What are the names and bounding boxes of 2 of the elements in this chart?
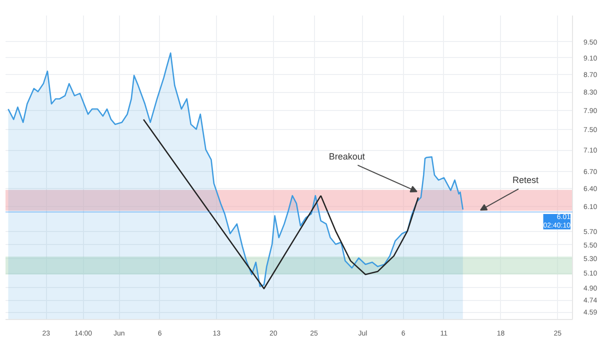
annotation: Breakout [328, 152, 366, 162]
annotation: Retest [512, 175, 539, 186]
